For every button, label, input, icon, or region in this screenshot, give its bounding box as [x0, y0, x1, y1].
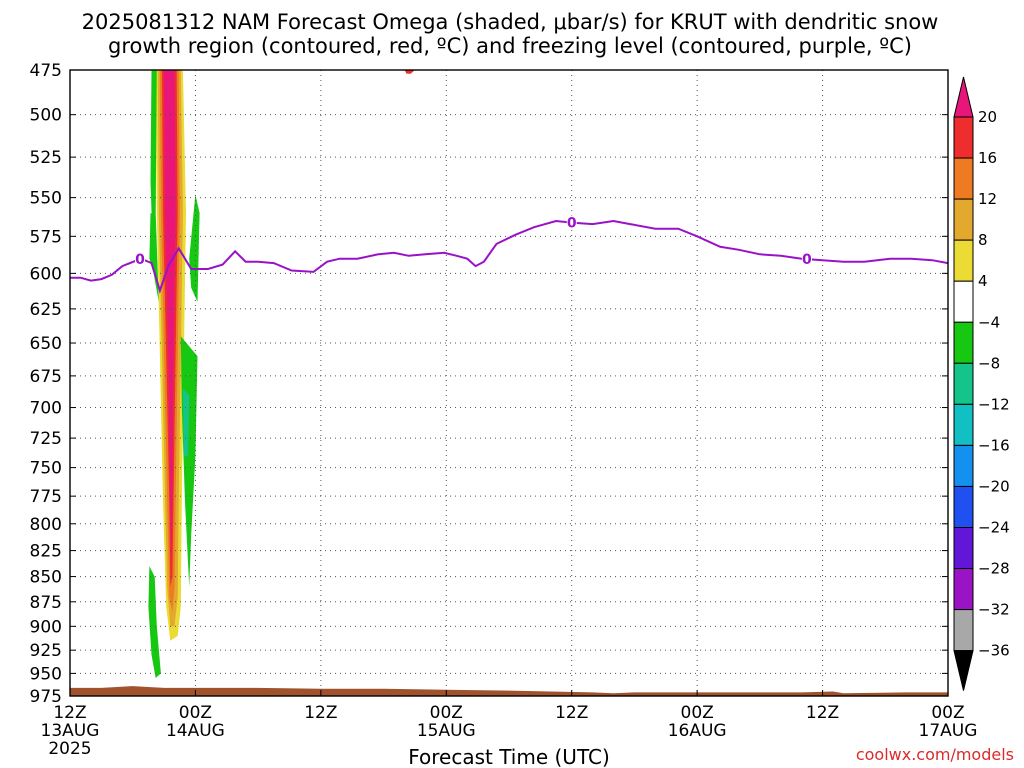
pressure-tick-label-800: 800 — [30, 515, 62, 535]
pressure-tick-label-900: 900 — [30, 617, 62, 637]
pressure-tick-label-875: 875 — [30, 593, 62, 613]
pressure-tick-label-575: 575 — [30, 227, 62, 247]
colorbar-band-8 — [953, 444, 974, 487]
pressure-axis: 475 500 525 550 575 600 625 650 675 700 725 750 775 8… — [30, 61, 948, 707]
freezing-level-label-1: 0 — [567, 216, 577, 232]
colorbar-band-1 — [953, 157, 974, 200]
time-tick-label-72-0: 12Z — [806, 703, 839, 723]
pressure-tick-label-975: 975 — [30, 687, 62, 707]
colorbar-bottom-arrow — [953, 650, 974, 691]
colorbar-band-3 — [953, 239, 974, 282]
pressure-tick-label-950: 950 — [30, 664, 62, 684]
omega-shading-layer — [148, 70, 415, 678]
terrain-fill — [70, 686, 948, 696]
pressure-tick-label-525: 525 — [30, 148, 62, 168]
pressure-tick-label-500: 500 — [30, 106, 62, 126]
time-tick-label-12-0: 00Z — [179, 703, 212, 723]
pressure-tick-label-850: 850 — [30, 568, 62, 588]
colorbar-band-12 — [953, 609, 974, 652]
omega-shade-7 — [180, 336, 198, 587]
time-tick-label-36-0: 00Z — [430, 703, 463, 723]
plot-frame — [69, 69, 949, 697]
colorbar-band-5 — [953, 321, 974, 364]
pressure-tick-label-625: 625 — [30, 300, 62, 320]
chart-title-line-2: growth region (contoured, red, ºC) and f… — [108, 34, 912, 58]
omega-shade-6 — [189, 194, 200, 302]
pressure-tick-label-750: 750 — [30, 459, 62, 479]
omega-shade-11 — [404, 70, 415, 74]
colorbar-label-9: −20 — [978, 477, 1010, 495]
time-tick-label-12-1: 14AUG — [166, 721, 225, 741]
pressure-tick-label-700: 700 — [30, 399, 62, 419]
time-tick-label-0-1: 13AUG — [41, 721, 100, 741]
colorbar-band-4 — [953, 280, 974, 323]
colorbar-top-arrow — [953, 76, 974, 118]
omega-shade-9 — [148, 566, 161, 678]
freezing-label-bg-2 — [801, 252, 812, 267]
colorbar-label-4: 4 — [978, 272, 988, 290]
colorbar-label-5: −4 — [978, 313, 1000, 331]
colorbar-label-10: −24 — [978, 519, 1010, 537]
x-axis-title: Forecast Time (UTC) — [408, 745, 610, 768]
time-tick-label-36-1: 15AUG — [417, 721, 476, 741]
colorbar-label-1: 16 — [978, 149, 997, 167]
time-tick-label-84-0: 00Z — [931, 703, 964, 723]
omega-colorbar: 20 16 12 8 4 −4 −8 −12 −16 −20 −24 −28 −32 −36 — [953, 76, 1010, 691]
pressure-tick-label-925: 925 — [30, 641, 62, 661]
grid-layer — [70, 70, 948, 696]
colorbar-label-7: −12 — [978, 395, 1010, 413]
freezing-label-bg-1 — [566, 215, 577, 230]
colorbar-band-9 — [953, 485, 974, 529]
pressure-tick-label-600: 600 — [30, 264, 62, 284]
colorbar-band-10 — [953, 527, 974, 570]
colorbar-band-0 — [953, 116, 974, 159]
pressure-tick-label-775: 775 — [30, 487, 62, 507]
colorbar-label-6: −8 — [978, 354, 1000, 372]
pressure-tick-label-675: 675 — [30, 367, 62, 387]
omega-shade-4 — [164, 70, 176, 567]
chart-title-line-1: 2025081312 NAM Forecast Omega (shaded, μ… — [82, 10, 939, 34]
colorbar-band-11 — [953, 568, 974, 611]
pressure-tick-label-550: 550 — [30, 189, 62, 209]
colorbar-band-7 — [953, 403, 974, 446]
time-tick-label-0-2: 2025 — [48, 739, 91, 759]
pressure-tick-label-825: 825 — [30, 542, 62, 562]
colorbar-label-11: −28 — [978, 560, 1010, 578]
omega-shade-5 — [150, 70, 159, 302]
colorbar-band-2 — [953, 198, 974, 241]
freezing-level-layer: 0 0 0 — [70, 215, 948, 294]
omega-shade-8 — [182, 388, 190, 456]
colorbar-label-2: 12 — [978, 190, 997, 208]
colorbar-label-13: −36 — [978, 642, 1010, 660]
freezing-level-line — [70, 219, 948, 294]
time-tick-label-84-1: 17AUG — [919, 721, 978, 741]
colorbar-label-3: 8 — [978, 231, 988, 249]
colorbar-band-6 — [953, 362, 974, 405]
colorbar-label-0: 20 — [978, 108, 997, 126]
time-tick-label-24-0: 12Z — [304, 703, 337, 723]
terrain-layer — [70, 686, 948, 696]
time-tick-label-0-0: 12Z — [53, 703, 86, 723]
credit-text: coolwx.com/models — [856, 745, 1014, 764]
time-tick-label-60-1: 16AUG — [668, 721, 727, 741]
colorbar-label-12: −32 — [978, 601, 1010, 619]
pressure-tick-label-725: 725 — [30, 429, 62, 449]
freezing-label-bg-0 — [135, 252, 146, 267]
time-tick-label-48-0: 12Z — [555, 703, 588, 723]
pressure-tick-label-475: 475 — [30, 61, 62, 81]
time-tick-label-60-0: 00Z — [681, 703, 714, 723]
pressure-tick-label-650: 650 — [30, 334, 62, 354]
omega-shade-10 — [149, 213, 155, 274]
colorbar-label-8: −16 — [978, 436, 1010, 454]
freezing-level-label-2: 0 — [802, 252, 812, 268]
freezing-level-label-0: 0 — [135, 252, 145, 268]
